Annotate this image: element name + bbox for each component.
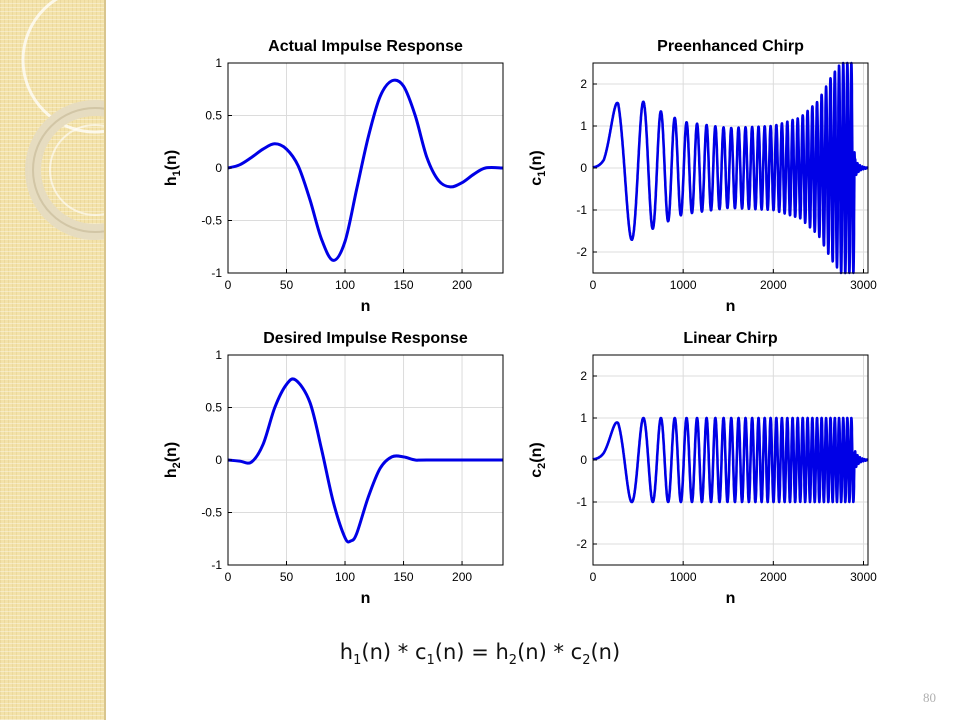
y-tick-label: 0 (215, 161, 222, 175)
chart-4: 0 1000 2000 3000 -2 -1 0 1 2 Linear Chirp n c2(n) (528, 330, 877, 607)
x-axis-label: n (726, 590, 736, 607)
formula-arg-2: (n) (434, 640, 465, 664)
x-tick-label: 50 (280, 278, 294, 292)
chart-3: 0 50 100 150 200 -1 -0.5 0 0.5 1 Desired Impulse R… (163, 330, 504, 607)
series-line (591, 416, 869, 504)
x-axis-label: n (726, 298, 736, 315)
x-tick-label: 3000 (850, 278, 877, 292)
formula-sub-3: 2 (508, 653, 518, 669)
y-tick-label: 0.5 (205, 401, 222, 415)
x-tick-label: 3000 (850, 570, 877, 584)
formula-arg-3: (n) (517, 640, 547, 664)
x-tick-label: 0 (225, 278, 232, 292)
y-tick-label: -2 (576, 245, 587, 259)
y-tick-label: 2 (580, 77, 587, 91)
y-tick-label: 0.5 (205, 109, 222, 123)
y-tick-label: 1 (580, 411, 587, 425)
y-tick-label: 2 (580, 369, 587, 383)
x-tick-label: 150 (394, 570, 414, 584)
x-tick-label: 100 (335, 570, 355, 584)
x-tick-label: 0 (590, 570, 597, 584)
x-axis-label: n (361, 298, 371, 315)
x-tick-label: 150 (394, 278, 414, 292)
formula-arg-4: (n) (590, 640, 621, 664)
formula-h1: h (339, 640, 354, 664)
y-tick-label: 0 (580, 161, 587, 175)
y-axis-label: c1(n) (528, 150, 548, 185)
formula-conv-op-2: * (553, 640, 564, 664)
formula-sub-2: 1 (426, 653, 435, 669)
y-axis-label: h1(n) (163, 150, 183, 186)
chart-title: Desired Impulse Response (263, 330, 468, 347)
y-tick-label: 0 (580, 453, 587, 467)
y-tick-label: -1 (211, 266, 222, 280)
y-tick-label: 1 (580, 119, 587, 133)
formula-conv-op-1: * (397, 640, 409, 664)
formula-sub-1: 1 (353, 653, 362, 669)
x-tick-label: 1000 (670, 278, 697, 292)
x-tick-label: 1000 (670, 570, 697, 584)
x-tick-label: 2000 (760, 278, 787, 292)
formula-h2: h (495, 640, 509, 664)
y-tick-label: 1 (215, 56, 222, 70)
series-line (227, 377, 503, 544)
chart-title: Linear Chirp (683, 330, 777, 347)
page-number: 80 (923, 690, 936, 705)
formula-c2: c (570, 640, 583, 664)
ring-decoration-icon (21, 0, 104, 240)
decorative-sidebar (0, 0, 106, 720)
x-tick-label: 100 (335, 278, 355, 292)
y-tick-label: -1 (576, 495, 587, 509)
series-line (227, 78, 504, 262)
y-axis-label: c2(n) (528, 442, 548, 477)
y-tick-label: 0 (215, 453, 222, 467)
chart-1: 0 50 100 150 200 -1 -0.5 0 0.5 1 Actual Impulse Re… (163, 38, 504, 315)
x-tick-label: 50 (280, 570, 294, 584)
x-axis-label: n (361, 590, 371, 607)
formula-equals: = (471, 640, 489, 664)
x-tick-label: 2000 (760, 570, 787, 584)
formula-arg-1: (n) (361, 640, 392, 664)
x-tick-label: 200 (452, 278, 472, 292)
y-tick-label: 1 (215, 348, 222, 362)
x-tick-label: 0 (225, 570, 232, 584)
formula-c1: c (414, 640, 427, 664)
convolution-formula: h1(n) * c1(n) = h2(n) * c2(n) (0, 640, 960, 668)
y-tick-label: -1 (576, 203, 587, 217)
y-tick-label: -2 (576, 537, 587, 551)
x-tick-label: 0 (590, 278, 597, 292)
x-tick-label: 200 (452, 570, 472, 584)
chart-title: Actual Impulse Response (268, 38, 463, 55)
series-line (591, 61, 869, 275)
formula-sub-4: 2 (582, 653, 591, 669)
y-tick-label: -0.5 (201, 506, 222, 520)
y-axis-label: h2(n) (163, 442, 183, 478)
chart-2: 0 1000 2000 3000 -2 -1 0 1 2 Preenhanced Chirp n c1… (528, 38, 877, 315)
y-tick-label: -1 (211, 558, 222, 572)
chart-title: Preenhanced Chirp (657, 38, 804, 55)
y-tick-label: -0.5 (201, 214, 222, 228)
